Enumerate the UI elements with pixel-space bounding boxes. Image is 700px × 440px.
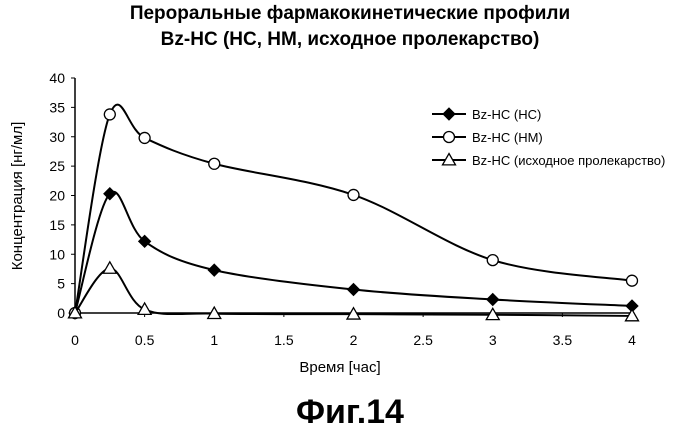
chart-legend: Bz-HC (HC) Bz-HC (HM) Bz-HC (исходное прол… (432, 107, 665, 168)
series-1 (68, 187, 639, 320)
y-tick-label: 40 (49, 70, 65, 86)
data-point (102, 260, 118, 274)
legend-label: Bz-HC (исходное пролекарство) (472, 153, 665, 168)
chart-series (67, 103, 640, 322)
data-point (486, 292, 500, 307)
x-tick-label: 1 (210, 332, 218, 348)
legend-item-2: Bz-HC (HM) (432, 130, 543, 145)
x-tick-label: 1.5 (274, 332, 294, 348)
legend-item-1: Bz-HC (HC) (432, 107, 541, 122)
series-line (74, 103, 633, 314)
x-axis-label: Время [час] (299, 359, 380, 376)
legend-item-3: Bz-HC (исходное пролекарство) (432, 152, 665, 168)
data-point (206, 305, 222, 320)
chart-title: Пероральные фармакокинетические профили (129, 3, 571, 24)
legend-marker (441, 152, 457, 166)
x-tick-label: 0 (71, 332, 79, 348)
legend-label: Bz-HC (HC) (472, 107, 541, 122)
y-tick-label: 0 (57, 305, 65, 321)
legend-marker (442, 130, 456, 144)
chart-subtitle: Bz-HC (HC, HM, исходное пролекарство) (160, 29, 540, 50)
series-3 (67, 260, 640, 322)
x-tick-label: 2.5 (413, 332, 433, 348)
data-point (208, 157, 221, 170)
legend-marker (442, 107, 456, 121)
y-axis-label: Концентрация [нг/мл] (9, 122, 26, 271)
x-tick-label: 2 (350, 332, 358, 348)
x-tick-label: 3 (489, 332, 497, 348)
data-point (137, 234, 152, 249)
chart-ticks: 0 5 10 15 20 25 30 35 40 0 0.5 1 1.5 2 2.5 3 3.5 4 (49, 70, 636, 348)
y-tick-label: 10 (49, 246, 65, 262)
figure-caption: Фиг.14 (296, 393, 404, 431)
y-tick-label: 15 (49, 217, 65, 233)
x-tick-label: 3.5 (553, 332, 573, 348)
y-tick-label: 5 (57, 276, 65, 292)
data-point (347, 188, 360, 202)
data-point (138, 131, 151, 145)
y-tick-label: 30 (49, 129, 65, 145)
legend-label: Bz-HC (HM) (472, 130, 543, 145)
data-point (625, 274, 639, 287)
y-tick-label: 35 (49, 99, 65, 115)
data-point (346, 282, 361, 297)
series-2 (68, 103, 639, 320)
data-point (103, 108, 116, 121)
data-point (624, 308, 640, 322)
data-point (207, 263, 221, 277)
data-point (137, 301, 153, 316)
data-point (103, 187, 117, 201)
data-point (67, 305, 83, 319)
x-tick-label: 4 (628, 332, 636, 348)
data-point (486, 253, 499, 267)
data-point (485, 306, 501, 321)
y-tick-label: 25 (49, 158, 65, 174)
data-point (345, 306, 362, 320)
y-tick-label: 20 (49, 188, 65, 204)
x-tick-label: 0.5 (135, 332, 155, 348)
